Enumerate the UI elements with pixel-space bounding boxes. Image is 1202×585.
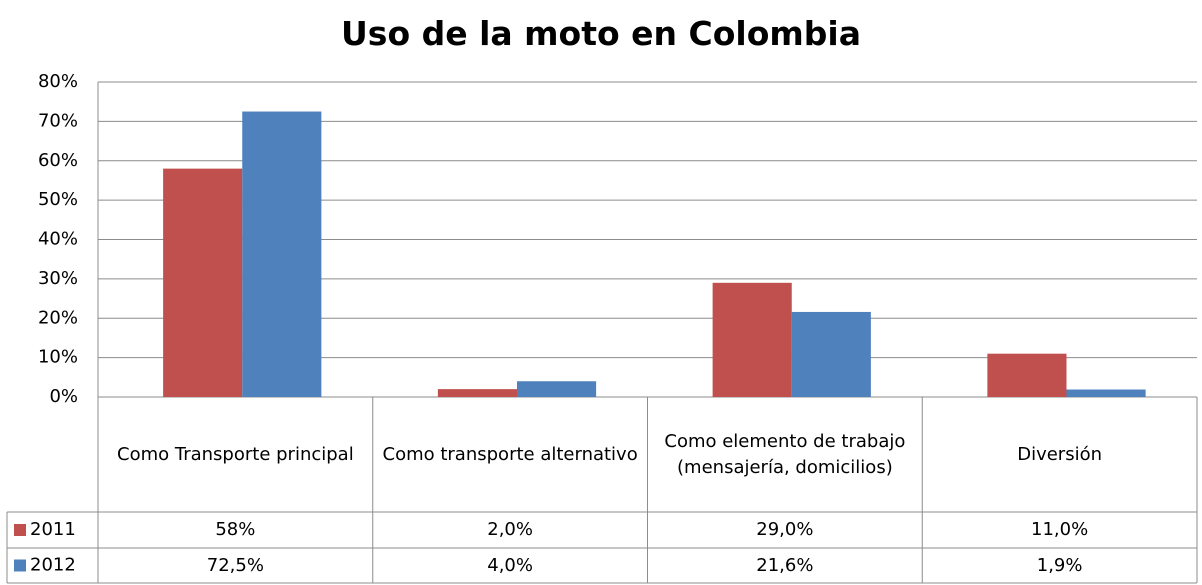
chart-title: Uso de la moto en Colombia <box>341 14 861 53</box>
bar <box>987 353 1067 397</box>
x-tick-label: Como transporte alternativo <box>382 443 638 465</box>
y-tick-label: 70% <box>38 110 78 131</box>
data-table-value: 72,5% <box>206 554 264 576</box>
legend-label: 2011 <box>30 519 76 540</box>
y-tick-label: 80% <box>38 71 78 92</box>
data-table-value: 11,0% <box>1031 519 1089 540</box>
legend-label: 2012 <box>30 555 76 576</box>
y-tick-label: 60% <box>38 150 78 171</box>
data-table-value: 2,0% <box>487 519 533 540</box>
bar <box>1066 389 1146 397</box>
bar <box>437 389 517 397</box>
data-table-value: 58% <box>215 519 256 540</box>
data-table-value: 29,0% <box>756 519 814 540</box>
bar <box>791 311 871 397</box>
legend-swatch <box>14 524 26 536</box>
x-tick-label: Como elemento de trabajo (mensajería, do… <box>664 430 906 478</box>
legend-swatch <box>14 559 26 572</box>
x-tick-label: Como Transporte principal <box>117 443 354 465</box>
y-tick-label: 10% <box>38 347 78 368</box>
data-table-value: 21,6% <box>756 554 814 576</box>
y-tick-label: 30% <box>38 268 78 289</box>
bar <box>242 111 322 397</box>
bar <box>516 381 597 397</box>
x-tick-label: Diversión <box>1017 443 1103 465</box>
y-tick-label: 20% <box>38 307 78 328</box>
data-table-value: 4,0% <box>487 554 533 576</box>
bar <box>163 168 243 397</box>
y-tick-label: 50% <box>38 189 78 210</box>
bar <box>712 282 792 397</box>
data-table-value: 1,9% <box>1036 554 1083 576</box>
y-tick-label: 0% <box>49 386 78 407</box>
y-tick-label: 40% <box>38 229 78 250</box>
